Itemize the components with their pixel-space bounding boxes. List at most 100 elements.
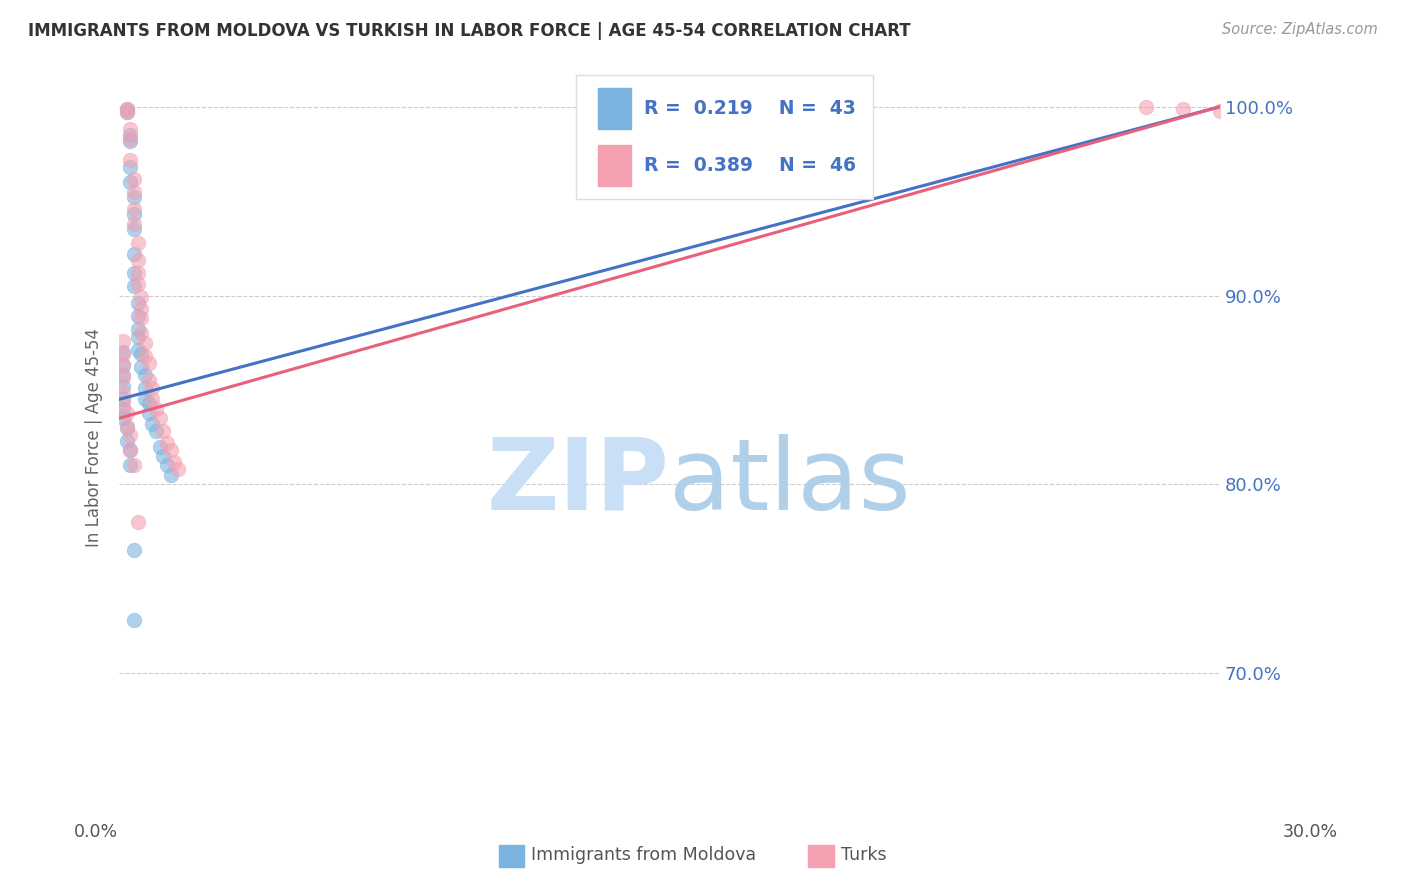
Y-axis label: In Labor Force | Age 45-54: In Labor Force | Age 45-54 — [86, 327, 103, 547]
Text: ZIP: ZIP — [486, 434, 669, 531]
Text: atlas: atlas — [669, 434, 911, 531]
Point — [122, 543, 145, 558]
Point — [141, 392, 163, 407]
Point — [122, 458, 145, 473]
Point — [129, 301, 152, 316]
Point — [111, 384, 134, 399]
Point — [122, 613, 145, 627]
Point — [127, 330, 149, 344]
Point — [152, 425, 174, 439]
Point — [111, 345, 134, 359]
Point — [138, 405, 160, 419]
Point — [111, 347, 134, 361]
Point — [156, 435, 179, 450]
Point — [120, 443, 142, 458]
Text: Immigrants from Moldova: Immigrants from Moldova — [531, 847, 756, 864]
Point — [163, 455, 186, 469]
Point — [120, 175, 142, 189]
Point — [127, 277, 149, 292]
Point — [111, 411, 134, 425]
Text: R =  0.389    N =  46: R = 0.389 N = 46 — [644, 156, 856, 175]
Point — [129, 290, 152, 304]
Point — [138, 374, 160, 388]
Point — [111, 359, 134, 373]
Point — [129, 360, 152, 375]
Point — [120, 153, 142, 167]
Text: Source: ZipAtlas.com: Source: ZipAtlas.com — [1222, 22, 1378, 37]
Point — [152, 449, 174, 463]
Point — [134, 368, 156, 382]
Point — [120, 458, 142, 473]
Point — [127, 343, 149, 358]
Point — [111, 379, 134, 393]
Point — [111, 359, 134, 373]
Point — [111, 369, 134, 384]
Point — [127, 252, 149, 267]
Point — [129, 326, 152, 341]
Text: R =  0.219    N =  43: R = 0.219 N = 43 — [644, 99, 856, 118]
Point — [111, 392, 134, 407]
Point — [134, 381, 156, 395]
Point — [115, 434, 138, 448]
Point — [122, 190, 145, 204]
Point — [127, 296, 149, 310]
Point — [1135, 100, 1157, 114]
Point — [122, 222, 145, 236]
Point — [1209, 103, 1232, 118]
Point — [122, 266, 145, 280]
Point — [156, 458, 179, 473]
Point — [122, 247, 145, 261]
Point — [149, 440, 172, 454]
Point — [111, 396, 134, 410]
Point — [122, 202, 145, 216]
Point — [129, 347, 152, 361]
Point — [122, 217, 145, 231]
Text: 30.0%: 30.0% — [1282, 822, 1339, 840]
Point — [120, 443, 142, 458]
Bar — [598, 145, 631, 186]
Point — [1171, 102, 1194, 116]
Point — [122, 207, 145, 221]
Point — [138, 356, 160, 370]
Point — [127, 235, 149, 250]
Point — [120, 134, 142, 148]
Point — [115, 102, 138, 116]
Point — [111, 368, 134, 382]
Point — [127, 310, 149, 324]
Point — [145, 401, 167, 416]
Point — [115, 420, 138, 434]
Point — [145, 425, 167, 439]
Text: IMMIGRANTS FROM MOLDOVA VS TURKISH IN LABOR FORCE | AGE 45-54 CORRELATION CHART: IMMIGRANTS FROM MOLDOVA VS TURKISH IN LA… — [28, 22, 911, 40]
Point — [115, 405, 138, 419]
Point — [122, 279, 145, 293]
Point — [122, 185, 145, 199]
Text: Turks: Turks — [841, 847, 886, 864]
Point — [167, 462, 190, 476]
Point — [111, 334, 134, 348]
Point — [149, 411, 172, 425]
Point — [122, 171, 145, 186]
Point — [120, 132, 142, 146]
Point — [138, 396, 160, 410]
Point — [120, 160, 142, 174]
Point — [141, 381, 163, 395]
Point — [120, 428, 142, 442]
Point — [129, 311, 152, 326]
Text: 0.0%: 0.0% — [73, 822, 118, 840]
Point — [120, 122, 142, 136]
Point — [127, 515, 149, 529]
Point — [159, 443, 181, 458]
Point — [127, 266, 149, 280]
FancyBboxPatch shape — [576, 75, 873, 199]
Point — [127, 322, 149, 336]
Point — [115, 102, 138, 116]
Point — [134, 349, 156, 363]
Point — [159, 467, 181, 482]
Point — [111, 401, 134, 416]
Point — [115, 418, 138, 433]
Point — [115, 105, 138, 120]
Point — [141, 417, 163, 431]
Bar — [598, 87, 631, 129]
Point — [134, 392, 156, 407]
Point — [134, 335, 156, 350]
